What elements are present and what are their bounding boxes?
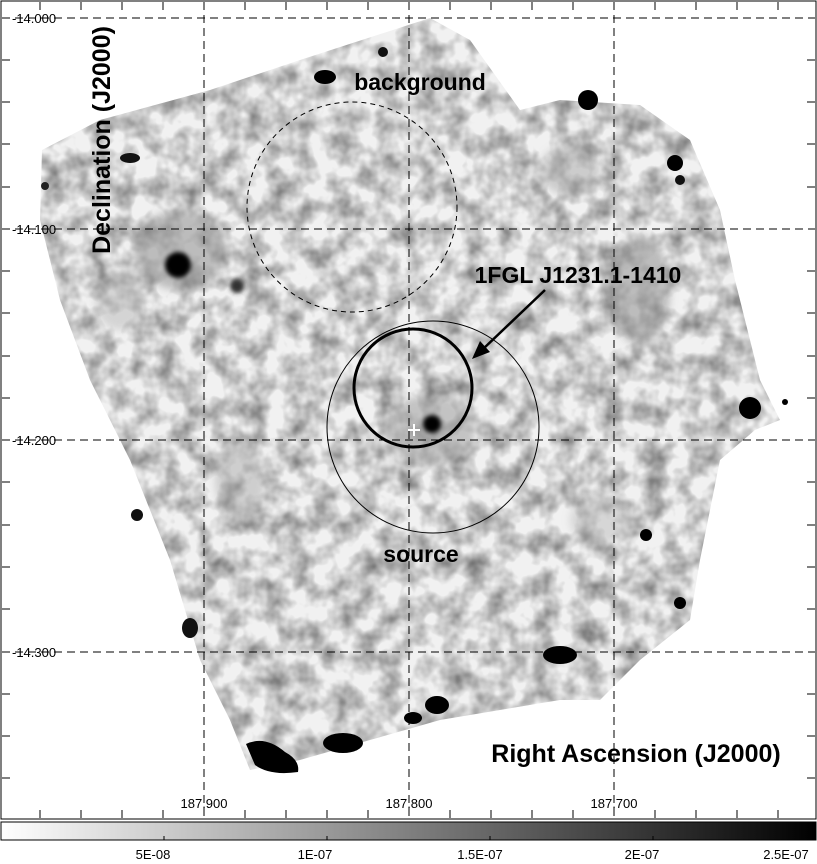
- colorbar-tick-label: 1.5E-07: [457, 847, 503, 862]
- colorbar-tick-label: 1E-07: [298, 847, 333, 862]
- colorbar-tick-label: 2E-07: [625, 847, 660, 862]
- y-axis-label: Declination (J2000): [88, 26, 116, 254]
- diffuse-emission: [95, 145, 670, 545]
- colorbar-gradient: [0, 821, 817, 841]
- fgl-error-circle: [352, 327, 474, 449]
- dec-tick-label: -14.000: [12, 11, 56, 26]
- point-sources: [41, 47, 788, 774]
- colorbar: 5E-08 1E-07 1.5E-07 2E-07 2.5E-07: [0, 821, 817, 862]
- background-label: background: [354, 69, 486, 95]
- position-marker: [408, 424, 420, 436]
- x-axis-label: Right Ascension (J2000): [491, 740, 780, 768]
- colorbar-tick-label: 2.5E-07: [763, 847, 809, 862]
- ra-tick-label: 187.900: [181, 796, 228, 811]
- coordinate-grid: [2, 2, 815, 818]
- dec-tick-labels: -14.000 -14.100 -14.200 -14.300: [12, 11, 56, 660]
- frame-ticks: [2, 2, 815, 818]
- source-label: source: [383, 541, 458, 567]
- source-region-circle: [326, 320, 540, 534]
- background-region-circle: [246, 101, 458, 313]
- dec-tick-label: -14.100: [12, 222, 56, 237]
- ra-tick-label: 187.700: [591, 796, 638, 811]
- fgl-label: 1FGL J1231.1-1410: [475, 262, 682, 288]
- dec-tick-label: -14.200: [12, 433, 56, 448]
- plot-frame: [0, 0, 817, 820]
- ra-tick-label: 187.800: [386, 796, 433, 811]
- ra-tick-labels: 187.900 187.800 187.700: [181, 796, 638, 811]
- fgl-arrow: [472, 289, 546, 359]
- colorbar-tick-label: 5E-08: [136, 847, 171, 862]
- dec-tick-label: -14.300: [12, 645, 56, 660]
